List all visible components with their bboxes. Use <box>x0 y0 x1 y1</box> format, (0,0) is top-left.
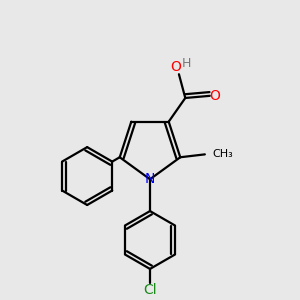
Text: O: O <box>170 60 181 74</box>
Text: O: O <box>209 89 220 103</box>
Text: CH₃: CH₃ <box>212 149 233 159</box>
Text: Cl: Cl <box>143 283 157 297</box>
Text: N: N <box>145 172 155 186</box>
Text: H: H <box>182 57 191 70</box>
